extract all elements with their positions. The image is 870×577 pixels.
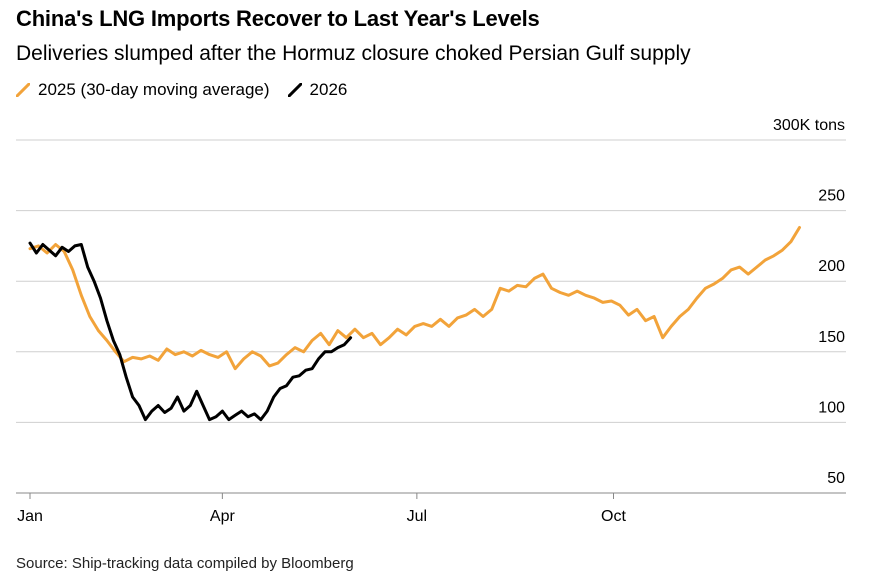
- y-tick-label-100: 100: [818, 399, 845, 416]
- series-line-2025: [28, 226, 801, 371]
- source-note: Source: Ship-tracking data compiled by B…: [16, 555, 354, 572]
- legend: 2025 (30-day moving average) 2026: [16, 80, 365, 100]
- legend-label-2026: 2026: [309, 80, 348, 99]
- x-tick-label-apr: Apr: [210, 508, 236, 525]
- x-tick-label-jul: Jul: [407, 508, 427, 525]
- chart-subtitle: Deliveries slumped after the Hormuz clos…: [16, 42, 691, 65]
- legend-label-2025: 2025 (30-day moving average): [38, 80, 270, 99]
- y-tick-label-250: 250: [818, 188, 845, 205]
- legend-item-2026: 2026: [287, 80, 348, 100]
- y-tick-label-200: 200: [818, 258, 845, 275]
- y-tick-label-150: 150: [818, 329, 845, 346]
- legend-swatch-2026: [287, 83, 302, 97]
- legend-swatch-2025: [16, 83, 30, 97]
- x-tick-label-jan: Jan: [17, 508, 43, 525]
- y-unit-label: 300K tons: [773, 117, 845, 134]
- chart-title: China's LNG Imports Recover to Last Year…: [16, 6, 540, 31]
- legend-item-2025: 2025 (30-day moving average): [16, 80, 270, 100]
- y-tick-label-50: 50: [827, 470, 845, 487]
- x-tick-label-oct: Oct: [601, 508, 626, 525]
- series-line-2026: [28, 241, 353, 422]
